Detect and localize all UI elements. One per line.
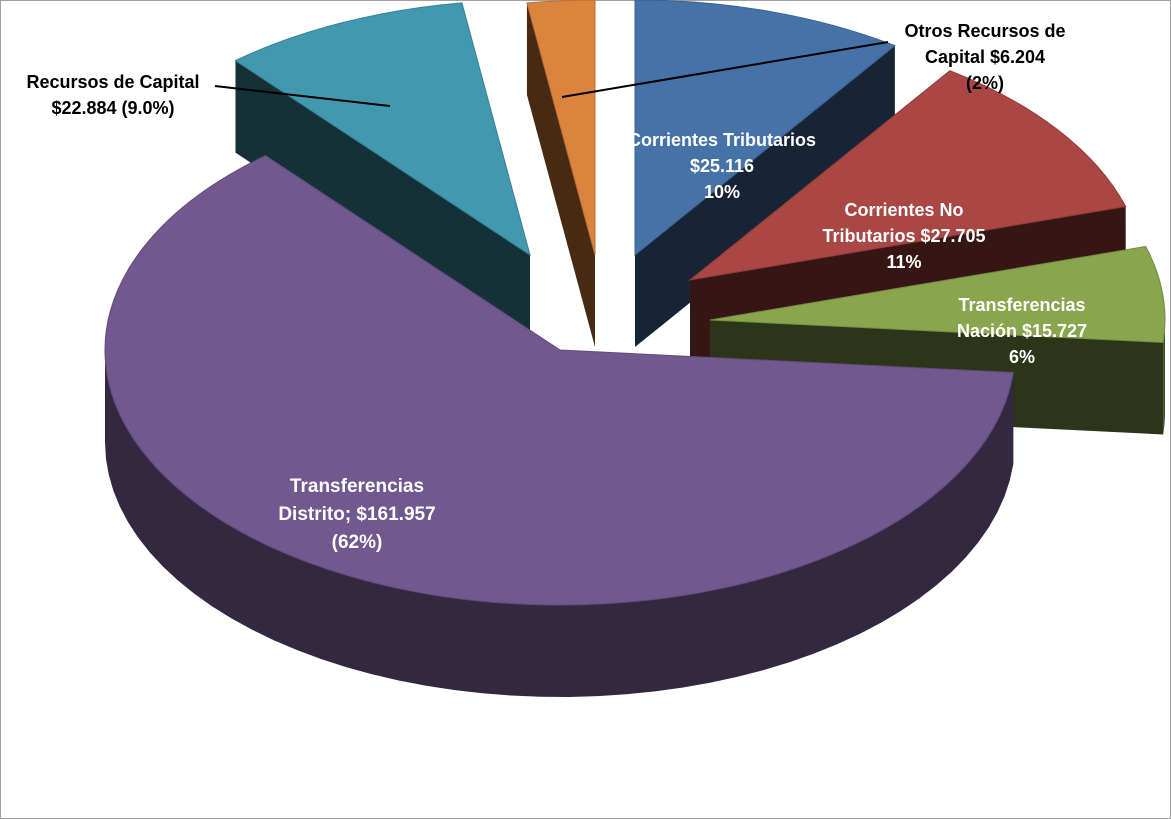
slice-label-line: Transferencias [290, 476, 424, 497]
slice-label-line: Otros Recursos de [904, 21, 1065, 41]
slice-label-5: Otros Recursos de Capital $6.204 (2%) [904, 21, 1065, 93]
pie-slice-5 [526, 0, 596, 347]
slice-label-line: $22.884 (9.0%) [51, 98, 174, 118]
slice-label-line: 6% [1009, 347, 1035, 367]
slice-label-2: Transferencias Nación $15.727 6% [957, 295, 1087, 367]
pie-slice-4 [234, 2, 531, 348]
leader-line-4 [214, 85, 391, 107]
slice-label-line: (62%) [332, 532, 383, 553]
slice-label-line: Tributarios $27.705 [822, 226, 985, 246]
slice-label-line: Recursos de Capital [26, 72, 199, 92]
slice-label-3: Transferencias Distrito; $161.957 (62%) [278, 476, 435, 553]
slice-label-line: Corrientes Tributarios [628, 130, 816, 150]
leader-line-5 [561, 41, 889, 98]
slice-label-4: Recursos de Capital $22.884 (9.0%) [26, 72, 199, 118]
pie-slice-3 [104, 155, 1014, 697]
slice-label-line: 11% [886, 252, 921, 272]
slice-label-line: $25.116 [690, 156, 754, 176]
slice-label-line: Distrito; $161.957 [278, 504, 435, 525]
slice-label-line: Corrientes No [844, 200, 963, 220]
slice-label-line: 10% [704, 182, 740, 202]
slice-label-line: Nación $15.727 [957, 321, 1087, 341]
slice-label-1: Corrientes No Tributarios $27.705 11% [822, 200, 985, 272]
slice-label-line: (2%) [966, 73, 1004, 93]
slice-label-line: Transferencias [958, 295, 1085, 315]
slice-label-line: Capital $6.204 [925, 47, 1045, 67]
slice-label-0: Corrientes Tributarios $25.116 10% [628, 130, 816, 202]
